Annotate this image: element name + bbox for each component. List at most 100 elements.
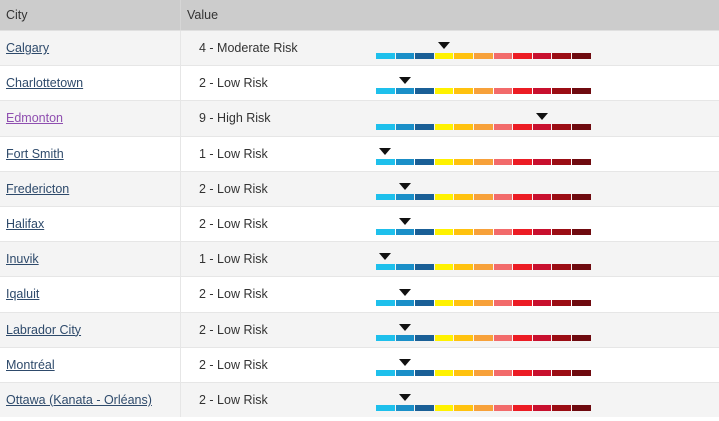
risk-color-bar [376, 264, 591, 271]
city-link[interactable]: Fredericton [6, 181, 70, 196]
risk-segment-4 [434, 405, 454, 412]
risk-segment-7 [493, 264, 513, 271]
risk-segment-11 [571, 123, 591, 130]
table-row: Edmonton 9 - High Risk [0, 100, 719, 137]
table-row: Labrador City 2 - Low Risk [0, 311, 719, 348]
risk-segment-5 [454, 53, 473, 60]
value-cell: 2 - Low Risk [180, 311, 719, 348]
risk-segment-3 [415, 229, 434, 236]
city-link[interactable]: Edmonton [6, 111, 63, 126]
risk-segment-6 [473, 264, 493, 271]
risk-marker-icon [398, 358, 411, 366]
risk-value-label: 1 - Low Risk [199, 146, 268, 161]
city-link[interactable]: Calgary [6, 41, 50, 56]
risk-segment-8 [513, 123, 532, 130]
risk-segment-8 [513, 405, 532, 412]
risk-marker-icon [379, 147, 392, 155]
city-link[interactable]: Ottawa (Kanata - Orléans) [6, 392, 152, 407]
city-cell: Calgary [0, 29, 181, 66]
risk-segment-11 [571, 299, 591, 306]
table-row: Charlottetown 2 - Low Risk [0, 65, 719, 101]
risk-segment-10 [552, 334, 571, 341]
risk-scale [376, 66, 596, 100]
risk-segment-10 [552, 369, 571, 376]
risk-segment-7 [493, 369, 513, 376]
risk-segment-2 [395, 88, 415, 95]
risk-segment-10 [552, 123, 571, 130]
risk-marker-icon [438, 42, 451, 50]
risk-segment-10 [552, 405, 571, 412]
risk-marker-icon [398, 323, 411, 331]
risk-segment-3 [415, 158, 434, 165]
city-link[interactable]: Montréal [6, 357, 55, 372]
risk-segment-6 [473, 158, 493, 165]
risk-segment-8 [513, 369, 532, 376]
risk-segment-9 [532, 299, 552, 306]
city-link[interactable]: Fort Smith [6, 146, 64, 161]
risk-segment-3 [415, 88, 434, 95]
table-row: Fredericton 2 - Low Risk [0, 170, 719, 207]
value-cell: 2 - Low Risk [180, 346, 719, 383]
risk-segment-10 [552, 158, 571, 165]
risk-segment-4 [434, 299, 454, 306]
risk-segment-5 [454, 158, 473, 165]
risk-segment-4 [434, 264, 454, 271]
risk-segment-9 [532, 264, 552, 271]
risk-color-bar [376, 369, 591, 376]
risk-marker-icon [398, 182, 411, 190]
table-row: Ottawa (Kanata - Orléans) 2 - Low Risk [0, 381, 719, 418]
city-link[interactable]: Halifax [6, 217, 45, 232]
table-row: Iqaluit 2 - Low Risk [0, 276, 719, 312]
risk-segment-10 [552, 299, 571, 306]
risk-segment-5 [454, 405, 473, 412]
risk-segment-3 [415, 123, 434, 130]
risk-segment-11 [571, 88, 591, 95]
city-link[interactable]: Charlottetown [6, 76, 84, 91]
risk-segment-6 [473, 229, 493, 236]
risk-segment-1 [376, 405, 395, 412]
risk-segment-9 [532, 369, 552, 376]
risk-value-label: 2 - Low Risk [199, 181, 268, 196]
risk-scale [376, 348, 596, 382]
risk-scale [376, 383, 596, 417]
value-cell: 2 - Low Risk [180, 276, 719, 312]
risk-color-bar [376, 158, 591, 165]
table-row: Inuvik 1 - Low Risk [0, 241, 719, 277]
risk-segment-8 [513, 299, 532, 306]
risk-segment-9 [532, 123, 552, 130]
risk-color-bar [376, 299, 591, 306]
risk-marker-icon [536, 112, 549, 120]
city-link[interactable]: Iqaluit [6, 287, 40, 302]
header-row: City Value [0, 0, 719, 31]
risk-segment-2 [395, 405, 415, 412]
risk-segment-1 [376, 264, 395, 271]
risk-segment-4 [434, 193, 454, 200]
risk-segment-7 [493, 53, 513, 60]
risk-color-bar [376, 193, 591, 200]
risk-value-label: 2 - Low Risk [199, 287, 268, 302]
value-cell: 2 - Low Risk [180, 205, 719, 242]
city-link[interactable]: Inuvik [6, 252, 39, 267]
risk-segment-8 [513, 193, 532, 200]
risk-segment-7 [493, 88, 513, 95]
risk-marker-icon [398, 394, 411, 402]
column-header-value: Value [180, 0, 719, 31]
value-cell: 2 - Low Risk [180, 381, 719, 418]
risk-segment-7 [493, 334, 513, 341]
risk-segment-9 [532, 334, 552, 341]
risk-segment-10 [552, 264, 571, 271]
risk-segment-1 [376, 369, 395, 376]
risk-segment-8 [513, 53, 532, 60]
risk-segment-3 [415, 369, 434, 376]
value-cell: 1 - Low Risk [180, 135, 719, 172]
risk-segment-1 [376, 334, 395, 341]
risk-marker-icon [398, 288, 411, 296]
risk-segment-11 [571, 158, 591, 165]
risk-segment-7 [493, 123, 513, 130]
risk-segment-6 [473, 88, 493, 95]
risk-color-bar [376, 53, 591, 60]
risk-segment-2 [395, 123, 415, 130]
risk-segment-11 [571, 53, 591, 60]
city-link[interactable]: Labrador City [6, 322, 82, 337]
